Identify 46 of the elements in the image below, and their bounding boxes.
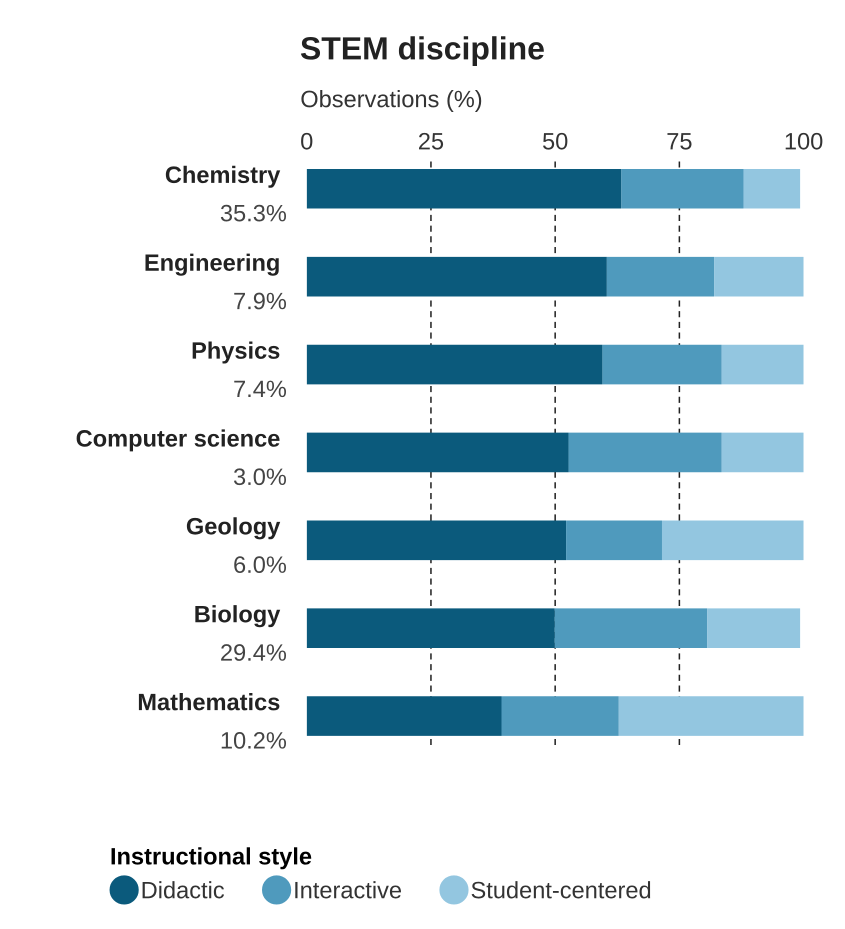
x-tick-label: 25 [419,132,444,150]
y-tick-label: Physics [192,342,280,364]
bar [306,344,602,384]
bar [306,520,566,560]
bar [306,256,607,296]
text: 7.9% [234,292,286,310]
text: 10.2% [222,732,286,749]
bar [618,696,804,736]
bar [502,696,619,736]
text: 29.4% [221,644,286,661]
y-tick-label: Geology [186,517,280,540]
bar [602,344,722,384]
x-axis-title: Observations (%) [301,90,482,112]
legend-label: Didactic [142,881,224,898]
x-tick-label: 50 [542,132,568,150]
bar [306,696,502,736]
bar [306,608,555,648]
bar [606,256,714,296]
bar [714,256,804,296]
y-tick-label: Biology [195,605,280,628]
x-tick-label: 0 [301,132,312,150]
y-tick-label: Mathematics [138,693,280,710]
text: 35.3% [220,204,286,222]
y-tick-label: Computer science [76,429,280,452]
bar [621,169,744,209]
legend-label: Interactive [295,881,401,898]
bar [662,520,804,560]
bar [722,344,804,384]
bar [707,608,800,648]
bar [566,520,662,560]
text: 7.4% [234,380,286,398]
bar [554,608,708,648]
text: 3.0% [234,468,286,486]
text: 6.0% [234,556,286,574]
legend-label: Student-centered [472,881,650,898]
x-tick-label: 75 [667,133,692,150]
legend-title: Instructional style [112,847,312,870]
y-tick-label: Chemistry [166,166,280,188]
bar [743,169,800,209]
chart-title: STEM discipline [300,36,544,66]
bar [306,432,569,472]
x-tick-label: 100 [786,132,822,150]
bar [568,432,722,472]
bar [306,169,622,209]
bar [722,432,804,472]
y-tick-label: Engineering [146,254,279,276]
